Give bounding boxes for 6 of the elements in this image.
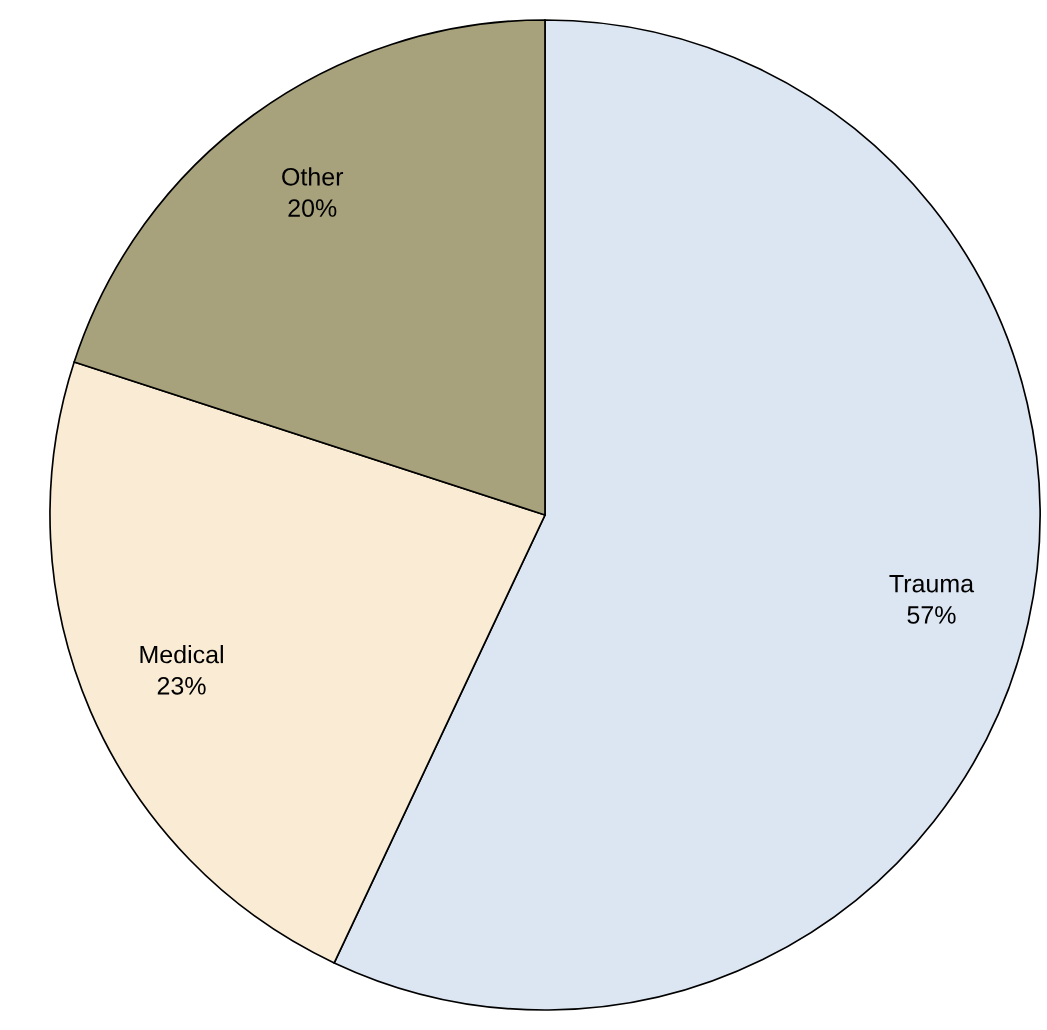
data-label: 57% bbox=[907, 606, 956, 624]
data-label: 23% bbox=[157, 676, 206, 695]
slice-label: Other bbox=[282, 167, 344, 186]
data-label: 20% bbox=[288, 199, 337, 217]
slice-label: Medical bbox=[140, 644, 223, 664]
slice-label: Trauma bbox=[889, 575, 975, 593]
